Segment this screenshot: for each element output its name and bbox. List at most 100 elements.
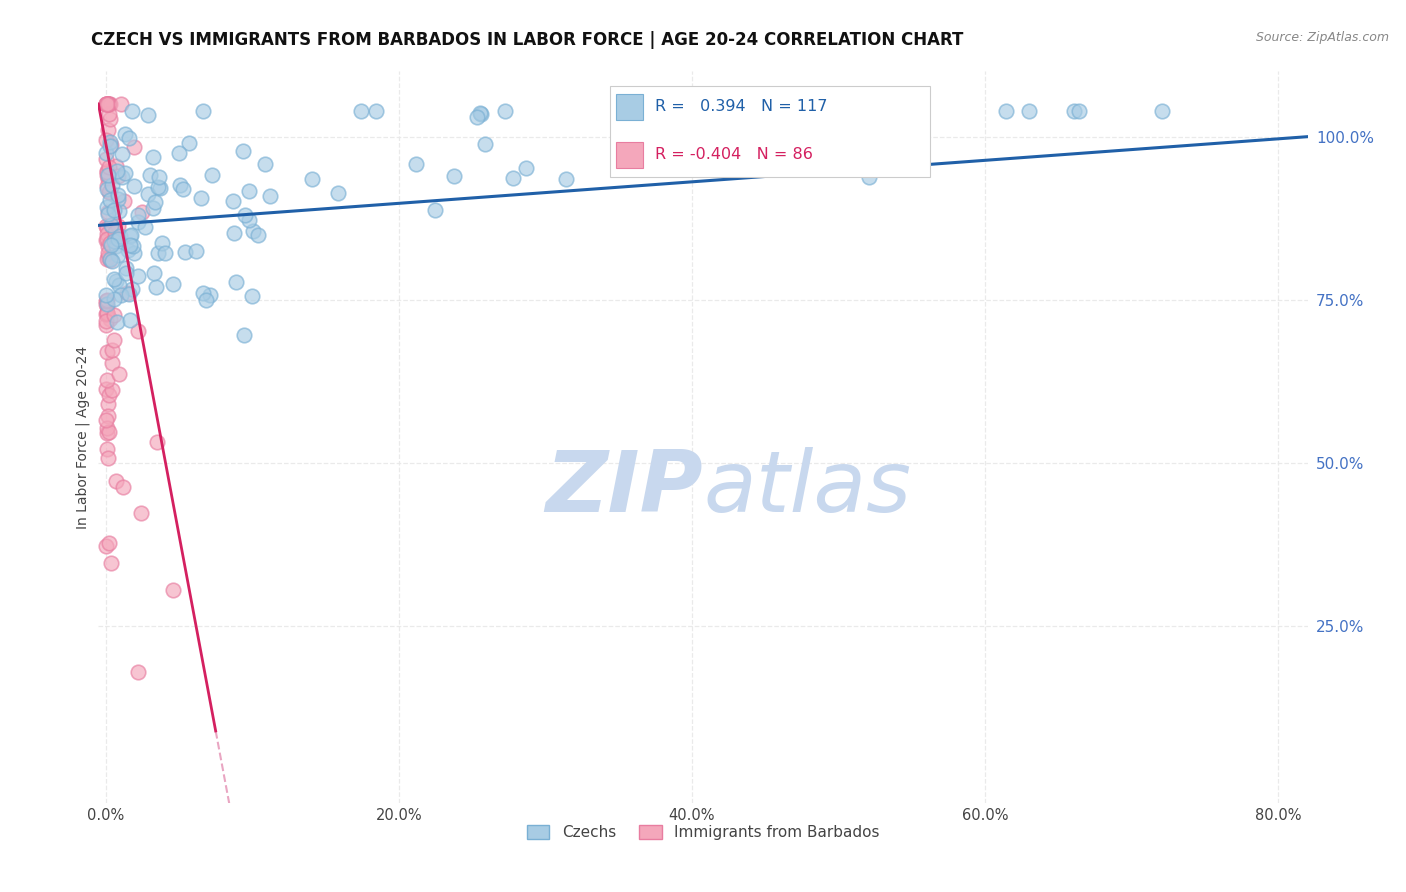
Point <box>136 108 159 122</box>
Point <box>105 274 128 288</box>
Point <box>107 232 129 246</box>
Point <box>100 97 122 112</box>
Point <box>112 194 135 209</box>
Point <box>467 110 489 124</box>
Point <box>94 219 117 233</box>
Legend: Czechs, Immigrants from Barbados: Czechs, Immigrants from Barbados <box>520 819 886 847</box>
Point <box>97 450 120 465</box>
Point <box>121 282 143 296</box>
Point <box>104 225 127 239</box>
Point <box>96 382 118 396</box>
Point <box>98 185 121 199</box>
Point <box>131 204 153 219</box>
Point <box>127 215 149 229</box>
Point <box>96 293 118 308</box>
Point <box>149 181 172 195</box>
Point <box>474 136 496 151</box>
Point <box>350 103 373 118</box>
Point <box>515 161 537 176</box>
Point <box>201 168 224 182</box>
Point <box>127 325 149 339</box>
Point <box>115 285 138 300</box>
Point <box>555 171 578 186</box>
Point <box>96 231 118 245</box>
Text: R = -0.404   N = 86: R = -0.404 N = 86 <box>655 146 813 161</box>
Point <box>103 308 125 322</box>
Point <box>97 207 120 221</box>
Point <box>107 248 129 262</box>
FancyBboxPatch shape <box>610 86 931 178</box>
Point <box>143 195 166 210</box>
Point <box>238 184 260 198</box>
Point <box>111 147 134 161</box>
Point <box>104 230 127 244</box>
Point <box>254 157 277 171</box>
Point <box>108 203 131 218</box>
Point <box>96 165 118 179</box>
Point <box>107 188 129 202</box>
Point <box>502 171 524 186</box>
Point <box>1063 103 1085 118</box>
Point <box>97 409 120 423</box>
Point <box>101 254 124 268</box>
Point <box>103 292 125 306</box>
Point <box>232 328 254 343</box>
Point <box>1152 103 1174 118</box>
Point <box>238 212 260 227</box>
Point <box>134 219 156 234</box>
Point <box>94 296 117 310</box>
Point <box>94 288 117 302</box>
Point <box>105 315 128 329</box>
Point <box>1018 103 1040 118</box>
Point <box>104 474 127 488</box>
Point <box>118 287 141 301</box>
Point <box>94 539 117 553</box>
Point <box>198 287 221 301</box>
Point <box>98 136 121 150</box>
Point <box>96 97 118 112</box>
Point <box>191 103 214 118</box>
Point <box>145 279 167 293</box>
Point <box>907 103 929 118</box>
Point <box>114 260 136 275</box>
Point <box>96 182 118 196</box>
Point <box>233 208 256 222</box>
Point <box>103 203 125 218</box>
Point <box>96 97 118 112</box>
Point <box>122 140 145 154</box>
Point <box>301 171 323 186</box>
Point <box>98 112 121 127</box>
Point <box>98 252 121 267</box>
Point <box>858 169 880 184</box>
Point <box>190 191 212 205</box>
Point <box>222 194 245 209</box>
Point <box>98 160 121 174</box>
Point <box>97 246 120 260</box>
Point <box>105 164 128 178</box>
Point <box>96 373 118 387</box>
Point <box>107 367 129 381</box>
Point <box>97 397 120 411</box>
Point <box>174 244 197 259</box>
Point <box>240 289 263 303</box>
Bar <box>616 95 643 120</box>
Point <box>177 136 200 150</box>
Point <box>443 169 465 183</box>
Point <box>114 166 136 180</box>
Point <box>96 252 118 266</box>
Point <box>105 159 128 173</box>
Point <box>131 507 153 521</box>
Point <box>1069 103 1091 118</box>
Point <box>127 665 149 680</box>
Point <box>94 314 117 328</box>
Point <box>98 97 121 112</box>
Point <box>100 218 122 232</box>
Point <box>103 235 125 249</box>
Point <box>120 238 142 252</box>
Point <box>94 233 117 247</box>
Point <box>96 145 118 160</box>
Point <box>94 318 117 333</box>
Point <box>107 192 129 206</box>
Point <box>112 480 135 494</box>
Point <box>366 103 388 118</box>
